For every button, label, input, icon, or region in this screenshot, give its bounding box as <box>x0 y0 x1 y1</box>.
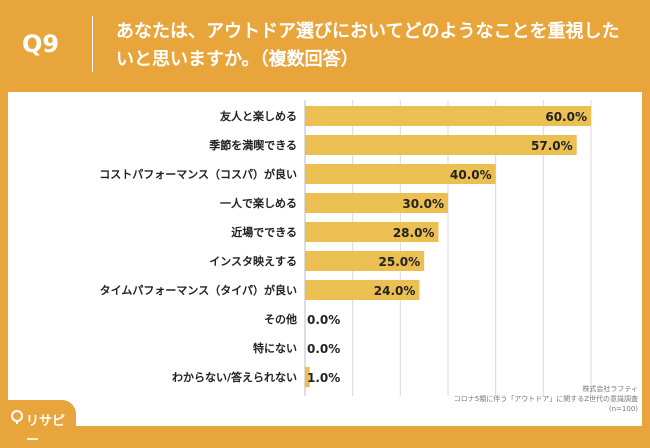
bar <box>305 106 591 126</box>
bar <box>305 164 496 184</box>
value-label: 28.0% <box>393 226 435 240</box>
credit-sample: (n=100) <box>608 405 638 413</box>
value-label: 0.0% <box>307 342 340 356</box>
value-label: 24.0% <box>374 284 416 298</box>
category-label: インスタ映えする <box>209 254 297 268</box>
category-label: コストパフォーマンス（コスパ）が良い <box>99 167 297 181</box>
credit-company: 株式会社ラフティ <box>582 385 638 393</box>
category-label: 友人と楽しめる <box>220 109 297 123</box>
header-divider <box>92 16 93 72</box>
value-label: 0.0% <box>307 313 340 327</box>
value-label: 40.0% <box>450 168 492 182</box>
pin-icon <box>11 410 23 424</box>
category-label: その他 <box>264 312 297 326</box>
brand-logo: リサピー <box>0 400 76 448</box>
question-number: Q9 <box>22 30 60 58</box>
bar <box>305 193 448 213</box>
survey-credit: 株式会社ラフティ コロナ5類に伴う「アウトドア」に関するZ世代の意識調査 (n=… <box>454 384 638 414</box>
category-label: 近場でできる <box>231 225 297 239</box>
value-label: 25.0% <box>379 255 421 269</box>
credit-survey: コロナ5類に伴う「アウトドア」に関するZ世代の意識調査 <box>453 395 638 403</box>
header: Q9 あなたは、アウトドア選びにおいてどのようなことを重視したいと思いますか。（… <box>0 0 650 92</box>
value-label: 57.0% <box>531 139 573 153</box>
value-label: 60.0% <box>545 110 587 124</box>
bar-chart: 友人と楽しめる 60.0% 季節を満喫できる 57.0% コストパフォーマンス（コスパ）… <box>99 100 592 396</box>
category-label: 特にない <box>253 341 297 355</box>
category-label: わからない/答えられない <box>172 370 297 384</box>
value-label: 1.0% <box>307 371 340 385</box>
logo-text: リサピー <box>26 414 66 448</box>
category-label: タイムパフォーマンス（タイパ）が良い <box>100 283 297 297</box>
chart-panel: 友人と楽しめる 60.0% 季節を満喫できる 57.0% コストパフォーマンス（コスパ）… <box>8 92 642 426</box>
bar <box>305 367 310 387</box>
bar <box>305 280 420 300</box>
value-label: 30.0% <box>402 197 444 211</box>
question-title: あなたは、アウトドア選びにおいてどのようなことを重視したいと思いますか。（複数回… <box>116 21 620 70</box>
bar <box>305 135 577 155</box>
bar <box>305 222 439 242</box>
category-label: 一人で楽しめる <box>220 196 297 210</box>
category-label: 季節を満喫できる <box>208 138 297 152</box>
bar <box>305 251 425 271</box>
